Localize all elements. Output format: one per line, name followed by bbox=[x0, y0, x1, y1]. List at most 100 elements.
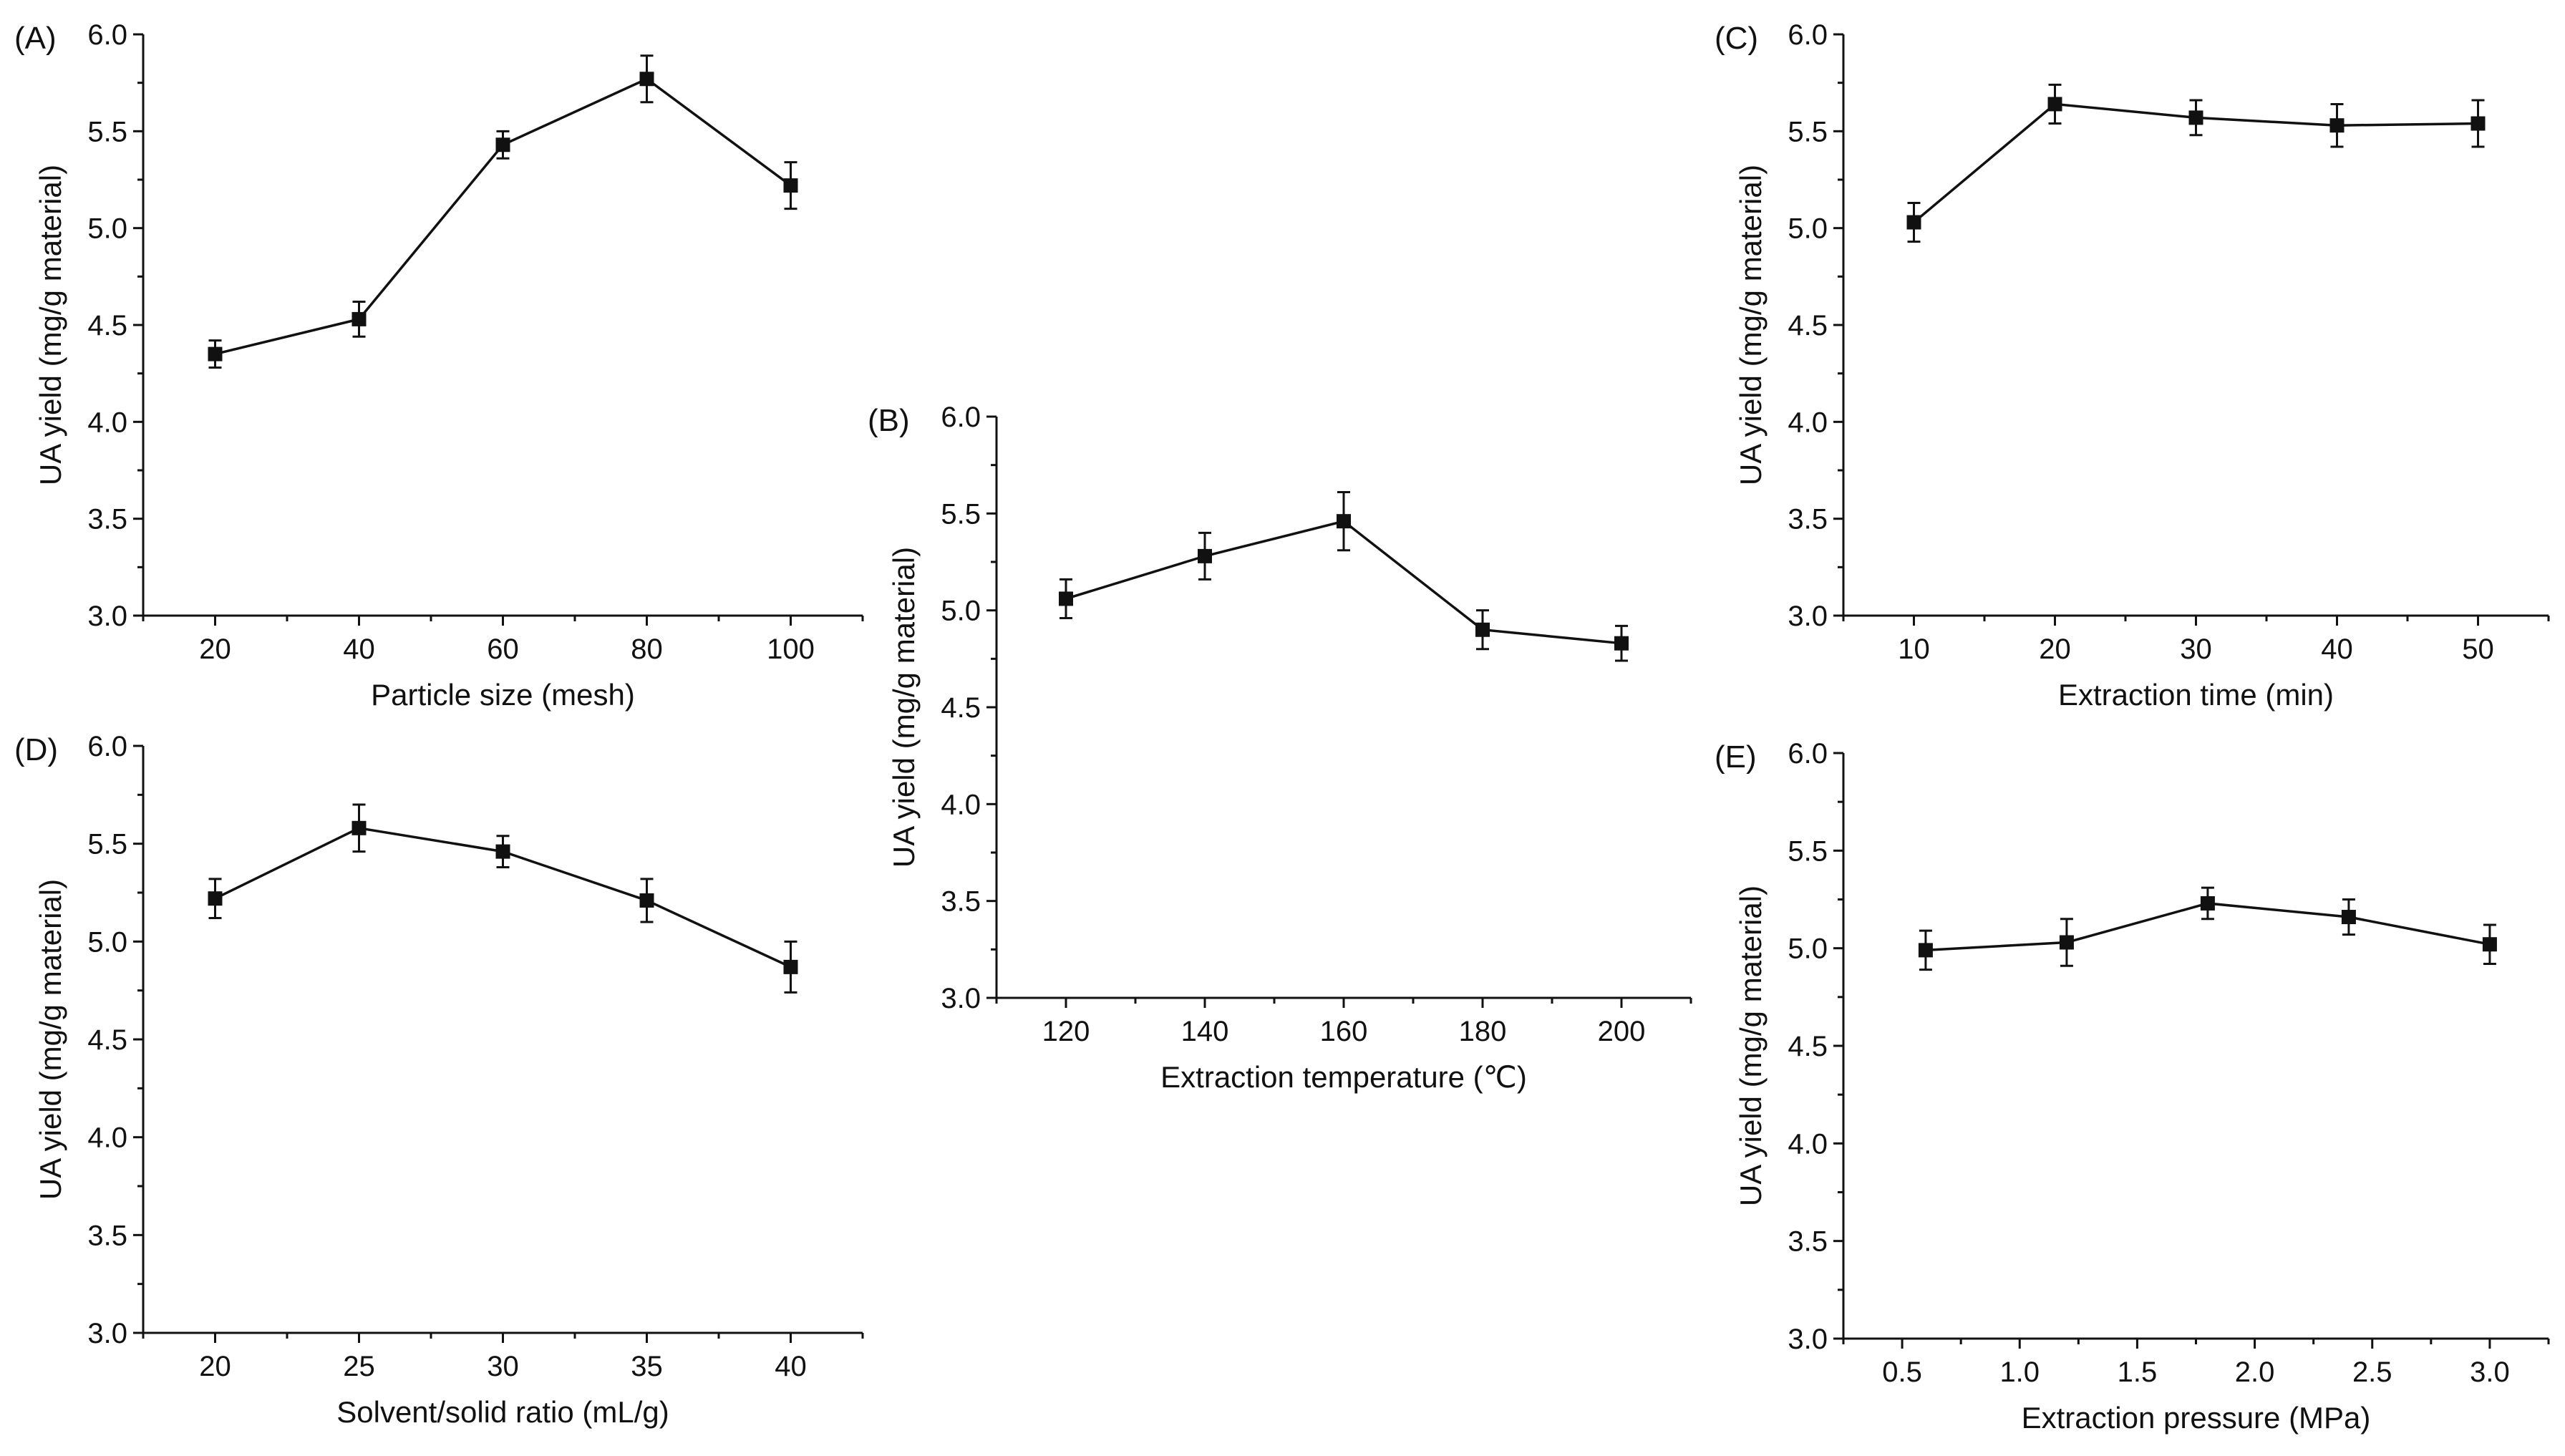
data-point bbox=[1614, 636, 1629, 651]
y-tick-label: 5.5 bbox=[87, 829, 127, 860]
data-point bbox=[495, 137, 510, 152]
y-tick-label: 5.5 bbox=[1788, 835, 1828, 867]
y-tick-label: 3.0 bbox=[1788, 601, 1828, 632]
y-axis-title: UA yield (mg/g material) bbox=[34, 879, 67, 1200]
x-tick-label: 0.5 bbox=[1882, 1356, 1922, 1388]
x-axis-title: Solvent/solid ratio (mL/g) bbox=[336, 1395, 669, 1429]
data-point bbox=[208, 346, 223, 361]
y-tick-label: 5.5 bbox=[87, 116, 127, 147]
y-tick-label: 3.5 bbox=[941, 886, 981, 918]
x-tick-label: 200 bbox=[1598, 1016, 1646, 1047]
y-tick-label: 3.0 bbox=[941, 983, 981, 1014]
y-tick-label: 4.0 bbox=[1788, 1128, 1828, 1160]
x-axis-title: Particle size (mesh) bbox=[371, 678, 635, 712]
y-tick-label: 5.5 bbox=[1788, 116, 1828, 147]
data-point bbox=[2047, 97, 2062, 112]
x-tick-label: 40 bbox=[2321, 634, 2353, 665]
y-tick-label: 6.0 bbox=[1788, 19, 1828, 51]
y-axis-title: UA yield (mg/g material) bbox=[1734, 165, 1768, 485]
y-axis-title: UA yield (mg/g material) bbox=[34, 165, 67, 485]
y-axis-title: UA yield (mg/g material) bbox=[887, 547, 921, 868]
y-tick-label: 5.0 bbox=[87, 213, 127, 245]
x-tick-label: 40 bbox=[343, 634, 375, 665]
data-point bbox=[639, 893, 654, 908]
series-line bbox=[215, 77, 792, 356]
data-point bbox=[2200, 896, 2215, 911]
data-point bbox=[1918, 943, 1933, 958]
data-point bbox=[208, 891, 223, 906]
panel-label: (B) bbox=[868, 403, 910, 438]
y-axis-title: UA yield (mg/g material) bbox=[1734, 885, 1768, 1206]
data-point bbox=[2471, 116, 2486, 131]
y-tick-label: 3.0 bbox=[1788, 1324, 1828, 1355]
y-tick-label: 6.0 bbox=[941, 402, 981, 433]
data-point bbox=[351, 820, 367, 835]
y-tick-label: 3.5 bbox=[1788, 1226, 1828, 1258]
data-point bbox=[351, 311, 367, 326]
y-tick-label: 5.0 bbox=[1788, 213, 1828, 245]
x-tick-label: 35 bbox=[631, 1351, 663, 1382]
y-tick-label: 4.5 bbox=[87, 310, 127, 341]
x-tick-label: 20 bbox=[199, 1351, 231, 1382]
y-tick-label: 3.0 bbox=[87, 601, 127, 632]
y-tick-label: 6.0 bbox=[87, 19, 127, 51]
x-axis-title: Extraction temperature (℃) bbox=[1160, 1060, 1527, 1094]
x-tick-label: 2.0 bbox=[2235, 1356, 2275, 1388]
x-axis-title: Extraction pressure (MPa) bbox=[2022, 1401, 2371, 1435]
y-tick-label: 4.5 bbox=[1788, 310, 1828, 341]
y-tick-label: 4.5 bbox=[1788, 1031, 1828, 1062]
panel-label: (C) bbox=[1715, 21, 1758, 56]
data-point bbox=[783, 959, 798, 974]
x-tick-label: 180 bbox=[1459, 1016, 1507, 1047]
data-point bbox=[1475, 622, 1490, 637]
y-tick-label: 4.5 bbox=[87, 1024, 127, 1056]
y-tick-label: 4.0 bbox=[1788, 407, 1828, 438]
data-point bbox=[2482, 937, 2497, 952]
chart-panel-3: 3.0 3.5 4.0 4.5 5.0 5.5 6.0 10 20 30 40 50 Extractio… bbox=[1715, 19, 2550, 712]
data-point bbox=[783, 178, 798, 193]
chart-panel-2: 3.0 3.5 4.0 4.5 5.0 5.5 6.0 120 140 160 180 200 Extr… bbox=[868, 402, 1692, 1094]
chart-panel-1: 3.0 3.5 4.0 4.5 5.0 5.5 6.0 20 40 60 80 100 Particle… bbox=[14, 19, 864, 712]
data-point bbox=[1059, 591, 1073, 606]
x-tick-label: 50 bbox=[2462, 634, 2494, 665]
y-tick-label: 3.0 bbox=[87, 1318, 127, 1349]
x-tick-label: 1.0 bbox=[1999, 1356, 2040, 1388]
panel-label: (D) bbox=[14, 732, 58, 767]
y-tick-label: 3.5 bbox=[1788, 504, 1828, 535]
x-tick-label: 10 bbox=[1898, 634, 1930, 665]
panel-label: (E) bbox=[1715, 739, 1757, 775]
chart-panel-5: 3.0 3.5 4.0 4.5 5.0 5.5 6.0 0.5 1.0 1.5 2.0 2.5 3.0 E… bbox=[1715, 738, 2550, 1435]
x-tick-label: 1.5 bbox=[2118, 1356, 2158, 1388]
x-tick-label: 20 bbox=[2039, 634, 2071, 665]
x-tick-label: 120 bbox=[1042, 1016, 1090, 1047]
y-tick-label: 5.0 bbox=[1788, 933, 1828, 965]
panel-label: (A) bbox=[14, 21, 57, 56]
x-tick-label: 20 bbox=[199, 634, 231, 665]
data-point bbox=[1337, 514, 1351, 529]
data-point bbox=[1906, 215, 1921, 230]
y-tick-label: 5.0 bbox=[87, 926, 127, 958]
x-tick-label: 30 bbox=[487, 1351, 519, 1382]
y-tick-label: 4.5 bbox=[941, 692, 981, 724]
y-tick-label: 4.0 bbox=[87, 1122, 127, 1154]
y-tick-label: 3.5 bbox=[87, 1220, 127, 1251]
y-tick-label: 6.0 bbox=[1788, 738, 1828, 770]
y-tick-label: 6.0 bbox=[87, 731, 127, 762]
x-tick-label: 140 bbox=[1181, 1016, 1229, 1047]
x-tick-label: 40 bbox=[775, 1351, 807, 1382]
data-point bbox=[2329, 118, 2345, 133]
x-tick-label: 80 bbox=[631, 634, 663, 665]
x-tick-label: 60 bbox=[487, 634, 519, 665]
y-tick-label: 5.5 bbox=[941, 498, 981, 530]
x-axis-title: Extraction time (min) bbox=[2058, 678, 2334, 712]
x-tick-label: 160 bbox=[1320, 1016, 1368, 1047]
x-tick-label: 30 bbox=[2180, 634, 2212, 665]
y-tick-label: 4.0 bbox=[941, 789, 981, 820]
y-tick-label: 5.0 bbox=[941, 596, 981, 627]
x-tick-label: 2.5 bbox=[2352, 1356, 2392, 1388]
x-tick-label: 3.0 bbox=[2470, 1356, 2510, 1388]
y-tick-label: 3.5 bbox=[87, 504, 127, 535]
data-point bbox=[639, 72, 654, 87]
y-tick-label: 4.0 bbox=[87, 407, 127, 438]
